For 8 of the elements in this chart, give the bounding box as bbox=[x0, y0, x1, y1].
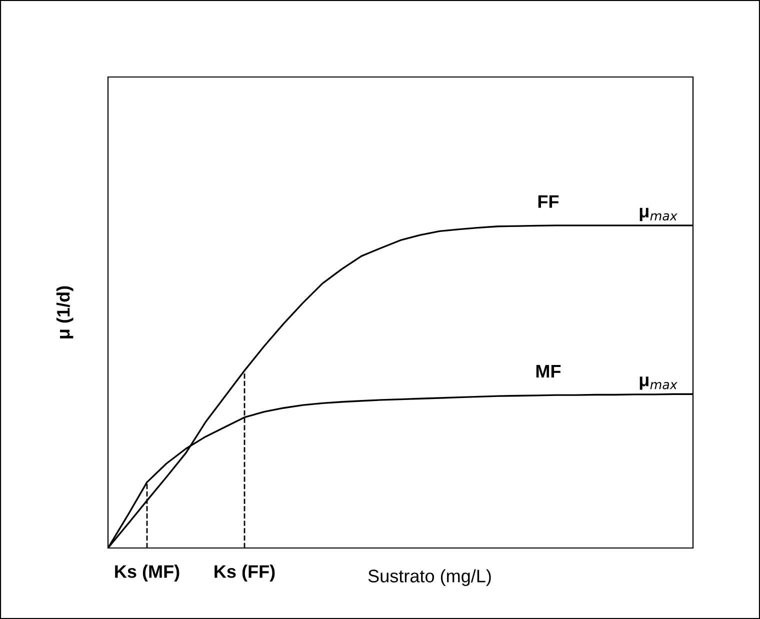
series-label: MF bbox=[536, 365, 561, 378]
x-tick-label: Ks (FF) bbox=[214, 564, 275, 582]
y-axis-title: μ (1/d) bbox=[56, 286, 74, 338]
x-tick-label: Ks (MF) bbox=[115, 564, 180, 582]
annotation: μ$_{max}$ bbox=[640, 376, 678, 390]
annotation: μ$_{max}$ bbox=[640, 208, 678, 222]
x-axis-title: Sustrato (mg/L) bbox=[368, 569, 491, 586]
series-label: FF bbox=[538, 195, 559, 208]
